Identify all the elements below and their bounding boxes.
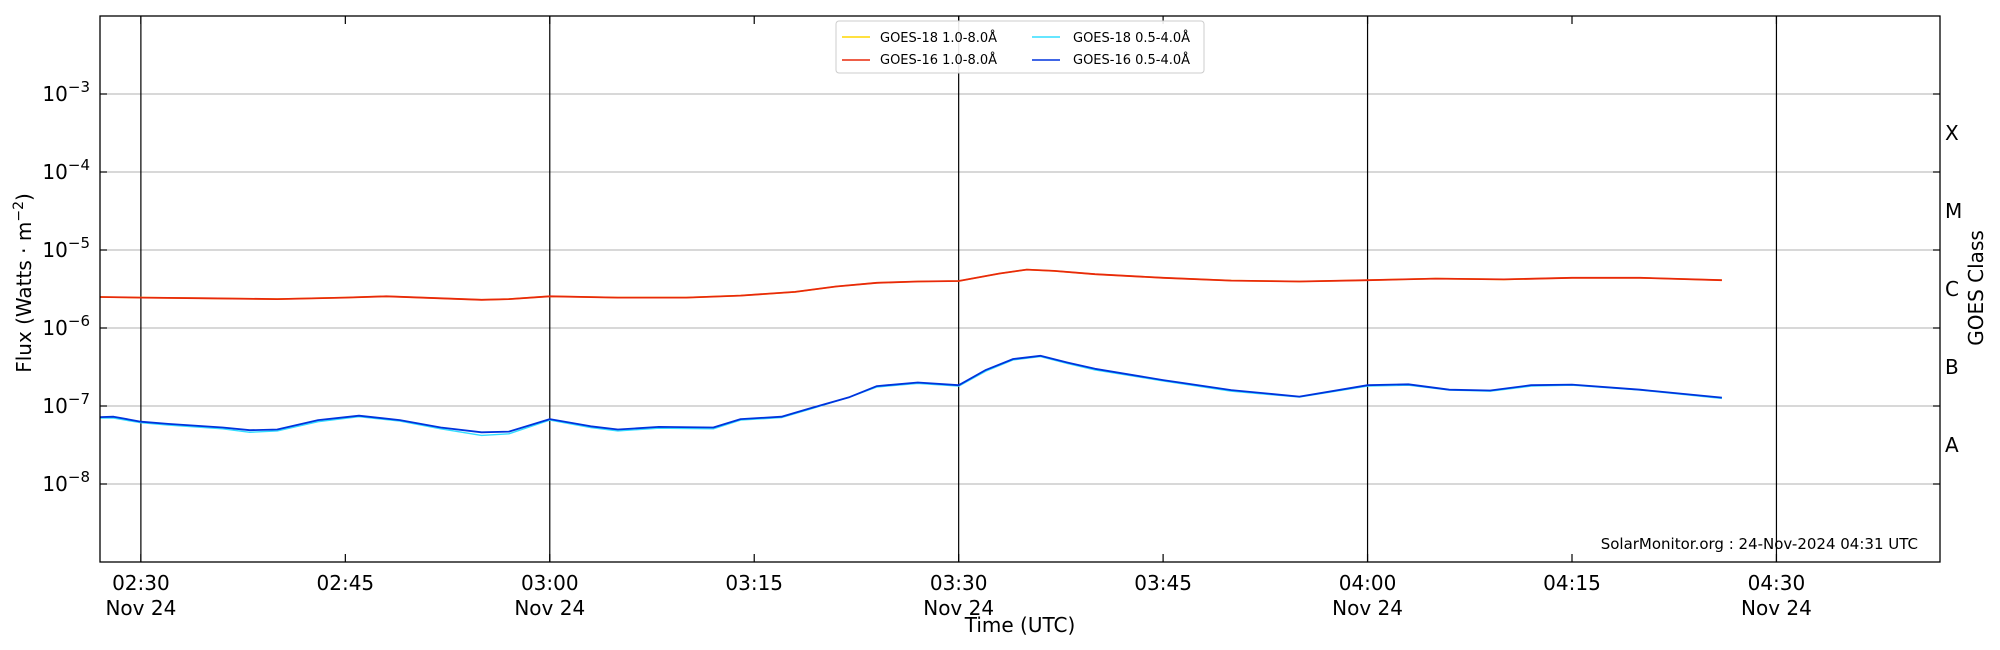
x-tick-label: 02:45 bbox=[317, 571, 375, 595]
legend: GOES-18 1.0-8.0Å GOES-16 1.0-8.0Å GOES-1… bbox=[835, 20, 1205, 74]
series-line bbox=[99, 268, 1722, 301]
x-axis-label: Time (UTC) bbox=[964, 613, 1076, 637]
goes-class-label: X bbox=[1945, 121, 1959, 145]
y-tick-label: 10−4 bbox=[42, 156, 90, 184]
x-tick-label: 03:15 bbox=[725, 571, 783, 595]
legend-label-goes18-long: GOES-18 1.0-8.0Å bbox=[880, 30, 997, 46]
y-axis-label: Flux (Watts · m−2) bbox=[11, 193, 36, 373]
y-tick-label: 10−8 bbox=[42, 468, 90, 496]
x-tick-label: 04:00 bbox=[1339, 571, 1397, 595]
y-tick-label: 10−3 bbox=[42, 78, 90, 106]
x-tick-date-label: Nov 24 bbox=[923, 596, 994, 620]
x-tick-date-label: Nov 24 bbox=[514, 596, 585, 620]
gridlines bbox=[100, 93, 1940, 485]
right-axis-label: GOES Class bbox=[1964, 230, 1988, 346]
y-tick-label: 10−5 bbox=[42, 234, 90, 262]
goes-class-labels: A B C M X bbox=[1945, 121, 1962, 457]
goes-class-label: A bbox=[1945, 433, 1959, 457]
legend-label-goes16-short: GOES-16 0.5-4.0Å bbox=[1073, 52, 1190, 68]
credit-text: SolarMonitor.org : 24-Nov-2024 04:31 UTC bbox=[1601, 535, 1918, 553]
goes-class-label: B bbox=[1945, 355, 1959, 379]
x-tick-date-label: Nov 24 bbox=[105, 596, 176, 620]
x-tick-label: 02:30 bbox=[112, 571, 170, 595]
x-tick-date-label: Nov 24 bbox=[1741, 596, 1812, 620]
x-tick-label: 04:30 bbox=[1748, 571, 1806, 595]
x-tick-label: 03:30 bbox=[930, 571, 988, 595]
x-tick-date-label: Nov 24 bbox=[1332, 596, 1403, 620]
x-tick-label: 03:45 bbox=[1134, 571, 1192, 595]
day-marker-lines bbox=[140, 16, 1778, 562]
legend-label-goes16-long: GOES-16 1.0-8.0Å bbox=[880, 52, 997, 68]
y-axis-ticks: 10−8 10−7 10−6 10−5 10−4 10−3 bbox=[42, 78, 1940, 496]
x-tick-label: 04:15 bbox=[1543, 571, 1601, 595]
y-tick-label: 10−7 bbox=[42, 390, 90, 418]
goes-class-label: M bbox=[1945, 199, 1962, 223]
series-line bbox=[99, 354, 1722, 434]
plot-area-frame bbox=[99, 15, 1941, 563]
goes-class-label: C bbox=[1945, 277, 1959, 301]
legend-box bbox=[835, 20, 1205, 74]
series-line bbox=[100, 355, 1722, 437]
series-lines bbox=[99, 268, 1722, 437]
legend-label-goes18-short: GOES-18 0.5-4.0Å bbox=[1073, 30, 1190, 46]
series-line bbox=[99, 268, 1722, 301]
y-tick-label: 10−6 bbox=[42, 312, 90, 340]
x-tick-label: 03:00 bbox=[521, 571, 579, 595]
